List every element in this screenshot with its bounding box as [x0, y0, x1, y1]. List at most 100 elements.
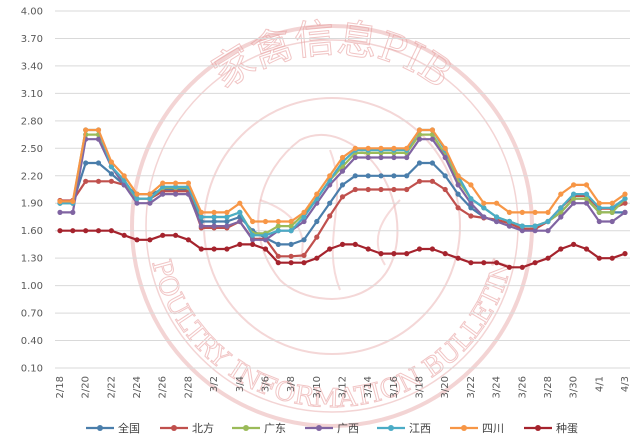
legend-marker	[97, 425, 103, 431]
x-tick-label: 4/3	[620, 376, 631, 392]
x-tick-label: 2/26	[158, 376, 169, 398]
data-point	[262, 237, 269, 243]
data-point	[404, 154, 410, 161]
data-point	[378, 173, 384, 179]
data-point	[352, 145, 358, 151]
legend-label: 江西	[409, 422, 431, 435]
data-point	[442, 186, 448, 193]
data-point	[571, 191, 577, 197]
data-point	[173, 191, 179, 197]
data-point	[365, 154, 371, 161]
data-point	[352, 241, 358, 247]
data-point	[519, 209, 525, 215]
data-point	[160, 191, 166, 197]
data-point	[455, 255, 461, 261]
data-point	[429, 160, 435, 166]
data-point	[275, 218, 281, 225]
data-point	[622, 191, 628, 197]
data-point	[57, 209, 63, 215]
data-point	[519, 228, 525, 234]
data-point	[147, 237, 153, 243]
data-point	[185, 191, 191, 197]
data-point	[83, 160, 89, 166]
data-point	[609, 205, 615, 211]
data-point	[391, 173, 397, 179]
data-point	[429, 127, 435, 133]
data-point	[352, 154, 358, 161]
data-point	[288, 218, 294, 225]
data-point	[70, 198, 76, 204]
data-point	[237, 241, 243, 247]
y-tick-label: 3.40	[21, 61, 43, 72]
data-point	[404, 173, 410, 179]
data-point	[237, 209, 243, 215]
y-tick-label: 1.00	[21, 281, 43, 292]
data-point	[275, 228, 281, 234]
grid	[55, 10, 630, 369]
data-point	[416, 246, 423, 252]
data-point	[609, 200, 615, 206]
y-axis: 0.10 0.40 0.70 1.00 1.30 1.60 1.90 2.20 2.50 2.80…	[21, 7, 43, 375]
data-point	[83, 127, 89, 133]
series-group	[57, 127, 628, 270]
data-point	[365, 186, 371, 193]
legend-label: 四川	[482, 422, 504, 435]
data-point	[339, 168, 346, 174]
data-point	[365, 173, 371, 179]
data-point	[108, 164, 114, 170]
data-point	[275, 260, 281, 266]
data-point	[545, 218, 551, 225]
data-point	[185, 180, 191, 186]
data-point	[57, 228, 63, 234]
data-point	[160, 232, 166, 238]
data-point	[583, 182, 590, 188]
data-point	[301, 214, 307, 220]
x-tick-label: 2/22	[106, 376, 117, 398]
data-point	[237, 218, 243, 225]
data-point	[314, 218, 320, 225]
data-point	[314, 191, 320, 197]
data-point	[108, 228, 114, 234]
data-point	[455, 191, 461, 197]
data-point	[455, 173, 461, 179]
data-point	[108, 171, 114, 177]
data-point	[352, 173, 358, 179]
x-tick-label: 3/24	[492, 376, 503, 398]
legend-label: 广西	[337, 422, 359, 435]
legend-label: 广东	[264, 422, 286, 435]
data-point	[134, 191, 140, 197]
data-point	[481, 200, 487, 206]
data-point	[494, 200, 500, 206]
data-point	[442, 154, 448, 161]
data-point	[596, 218, 602, 225]
data-point	[301, 260, 307, 266]
data-point	[327, 246, 333, 252]
data-point	[519, 223, 525, 229]
x-tick-label: 3/12	[338, 376, 349, 398]
data-point	[173, 232, 179, 238]
data-point	[429, 178, 435, 184]
data-point	[327, 173, 333, 179]
x-axis: 2/18 2/20 2/22 2/24 2/26 2/28 3/2 3/4 3/6 3/8 3/10…	[55, 376, 631, 398]
data-point	[134, 200, 140, 206]
data-point	[532, 223, 538, 229]
y-tick-label: 2.80	[21, 116, 43, 127]
data-point	[198, 246, 204, 252]
data-point	[506, 264, 512, 270]
data-point	[95, 178, 102, 184]
data-point	[224, 223, 230, 229]
x-tick-label: 3/16	[389, 376, 400, 398]
data-point	[481, 214, 487, 220]
data-point	[571, 241, 577, 247]
data-point	[416, 160, 423, 166]
x-tick-label: 2/18	[55, 376, 66, 398]
data-point	[160, 180, 166, 186]
x-tick-label: 3/26	[517, 376, 528, 398]
legend-label: 种蛋	[556, 421, 578, 435]
data-point	[108, 159, 114, 165]
data-point	[481, 205, 487, 211]
data-point	[532, 228, 538, 234]
data-point	[571, 182, 577, 188]
data-point	[558, 205, 564, 211]
